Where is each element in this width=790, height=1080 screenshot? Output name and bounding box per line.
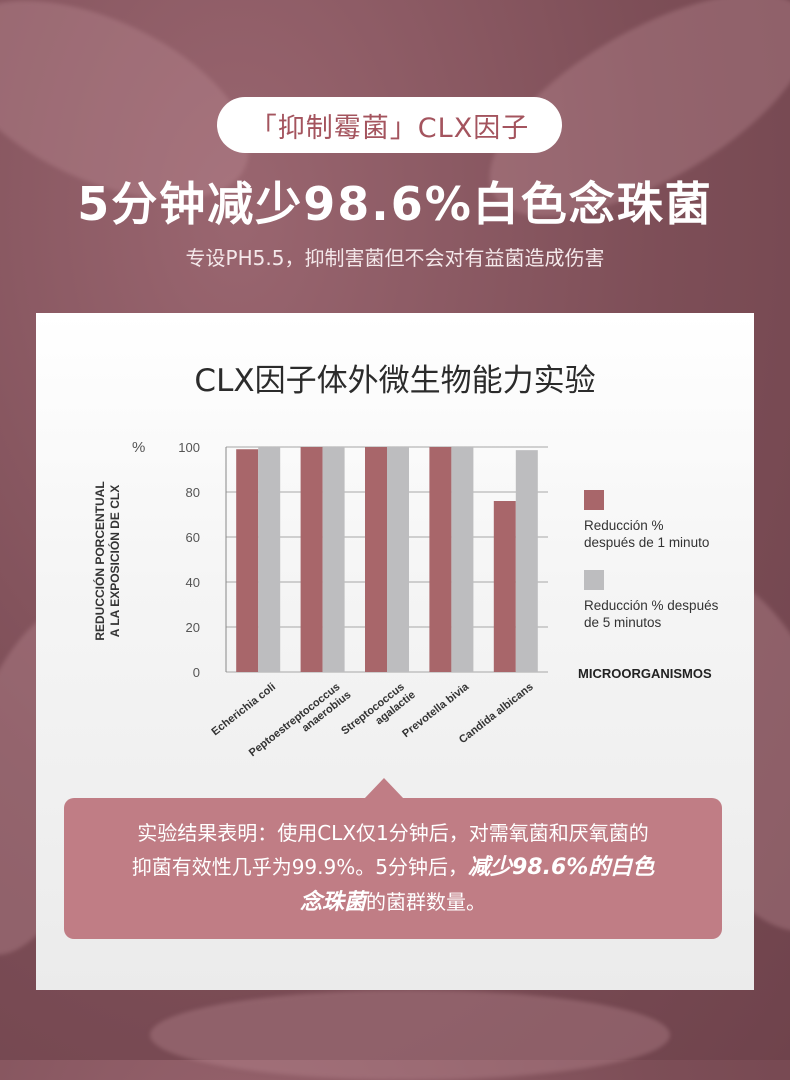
legend-swatch — [584, 490, 604, 510]
bar — [322, 447, 345, 672]
x-axis-label: MICROORGANISMOS — [578, 666, 712, 681]
bar — [515, 450, 538, 672]
y-tick-label: 40 — [186, 575, 200, 590]
legend-swatch — [584, 570, 604, 590]
y-tick-label: 0 — [193, 665, 200, 680]
bar — [300, 447, 323, 672]
x-category-label: Prevotella bivia — [400, 680, 472, 740]
header-pill-label: 「抑制霉菌」CLX因子 — [249, 112, 530, 144]
y-axis-label: REDUCCIÓN PORCENTUAL — [92, 481, 107, 640]
bar — [258, 447, 281, 672]
x-category-label: Echerichia coli — [209, 681, 278, 738]
bar — [493, 501, 516, 672]
bar — [429, 447, 452, 672]
background-bacteria-shape — [150, 990, 670, 1080]
result-callout: 实验结果表明：使用CLX仅1分钟后，对需氧菌和厌氧菌的 抑菌有效性几乎为99.9… — [64, 798, 722, 939]
callout-line3-plain: 的菌群数量。 — [366, 890, 486, 914]
callout-line3-emphasis: 念珠菌 — [299, 890, 366, 915]
headline: 5分钟减少98.6%白色念珠菌 — [77, 177, 713, 231]
bar — [387, 447, 409, 672]
legend-label: Reducción % — [584, 518, 664, 533]
header-pill: 「抑制霉菌」CLX因子 — [217, 97, 562, 153]
bar-chart: 0 20 40 60 80 100% REDUCCIÓN PORCENTUAL A LA EX… — [92, 439, 719, 759]
callout-text: 实验结果表明：使用CLX仅1分钟后，对需氧菌和厌氧菌的 抑菌有效性几乎为99.9… — [84, 816, 702, 920]
bar — [365, 447, 387, 672]
y-tick-label: 60 — [186, 530, 200, 545]
card-title: CLX因子体外微生物能力实验 — [194, 363, 596, 399]
y-tick-label: 80 — [186, 485, 200, 500]
y-unit-label: % — [132, 439, 145, 456]
callout-line2-plain: 抑菌有效性几乎为99.9%。5分钟后， — [131, 855, 468, 879]
y-tick-label: 20 — [186, 620, 200, 635]
y-axis-label: A LA EXPOSICIÓN DE CLX — [107, 485, 122, 637]
bar — [236, 449, 259, 672]
y-tick-label: 100 — [178, 440, 200, 455]
legend-label: después de 1 minuto — [584, 535, 709, 550]
callout-line1: 实验结果表明：使用CLX仅1分钟后，对需氧菌和厌氧菌的 — [137, 821, 649, 845]
legend-label: de 5 minutos — [584, 615, 662, 630]
callout-line2-emphasis: 减少98.6%的白色 — [467, 855, 655, 880]
callout-pointer — [364, 778, 404, 799]
bar — [451, 447, 474, 672]
legend-label: Reducción % después — [584, 598, 719, 613]
subline: 专设PH5.5，抑制害菌但不会对有益菌造成伤害 — [185, 246, 605, 270]
